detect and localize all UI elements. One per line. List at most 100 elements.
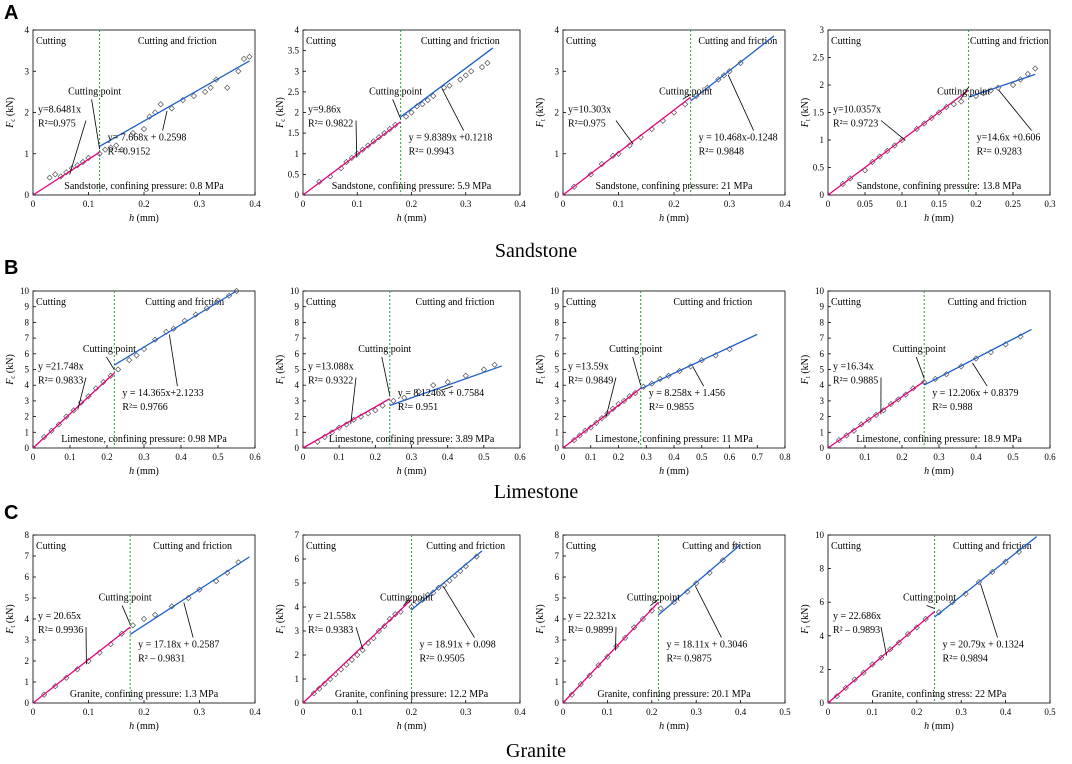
panel-letter-b: B [4,257,19,279]
equation-friction-r2: R²= 0.951 [398,402,438,413]
condition-annotation: Limestone, confining pressure: 11 MPa [595,434,753,445]
equation-cutting-fit: y =13.088x [308,362,354,373]
region-label-cutting: Cutting [566,36,596,47]
region-label-cutting-friction: Cutting and friction [415,297,494,308]
data-point [390,397,397,404]
data-point [157,101,164,108]
y-tick-label: 3.5 [288,46,300,56]
data-point [240,55,247,62]
cutting-point-arrow [926,605,935,609]
equation-friction-arrow [162,110,168,131]
data-point [316,685,323,692]
y-tick-label: 3 [555,635,560,645]
x-tick-label: 0.5 [779,707,791,717]
x-tick-label: 0.4 [779,199,791,209]
region-label-cutting: Cutting [306,36,336,47]
x-tick-label: 0 [561,707,566,717]
region-label-cutting-friction: Cutting and friction [145,297,224,308]
equation-friction-fit: y = 20.79x + 0.1324 [943,640,1024,651]
x-tick-label: 0.6 [1044,452,1056,462]
condition-annotation: Granite, confining stress: 22 MPa [872,689,1007,700]
y-tick-label: 8 [295,317,300,327]
data-point [207,84,214,91]
data-point [430,382,437,389]
data-point [115,366,122,373]
cutting-point-label: Cutting point [369,86,422,97]
y-tick-label: 10 [290,286,300,296]
y-tick-label: 4 [820,631,825,641]
equation-cutting-fit: y = 21.558x [308,611,356,622]
data-point [190,92,198,100]
data-point [1032,65,1039,72]
y-tick-label: 2 [295,650,300,660]
y-tick-label: 4 [295,25,300,35]
data-point [146,113,153,120]
equation-cutting-fit: y=10.303x [568,105,611,116]
y-axis-unit: (kN) [535,98,546,119]
x-axis-var: h [924,466,929,477]
equation-friction-r2: R²=0.9152 [108,147,151,158]
data-point [140,125,148,133]
y-tick-label: 2 [25,108,30,118]
cutting-point-label: Cutting point [893,344,946,355]
data-point [107,144,114,151]
equation-cutting-r2: R²= 0.9322 [308,376,353,387]
cutting-point-arrow [392,99,402,119]
y-tick-label: 0 [25,190,30,200]
x-tick-label: 0.2 [646,707,657,717]
condition-annotation: Limestone, confining pressure: 18.9 MPa [856,434,1022,445]
y-tick-label: 1 [295,149,300,159]
x-axis-label: h (mm) [397,721,427,732]
x-tick-label: 0.1 [334,452,345,462]
equation-cutting-fit: y=10.0357x [833,105,881,116]
y-axis-unit: (kN) [275,97,286,118]
x-axis-var: h [129,466,134,477]
data-point [587,171,594,178]
y-tick-label: 0 [555,443,560,453]
cutting-point-label: Cutting point [609,344,662,355]
cutting-point-arrow [682,93,691,100]
y-tick-label: 2 [820,664,825,674]
x-tick-label: 0.2 [970,199,981,209]
x-tick-label: 0 [826,707,831,717]
y-tick-label: 6 [25,572,30,582]
data-point [568,691,575,698]
x-tick-label: 0.3 [641,452,653,462]
x-axis-unit: (mm) [929,213,954,224]
y-axis-unit: (kN) [5,354,16,375]
chart-1: 0 0.1 0.2 0.3 0.4 0 1 2 3 4 h (mm) Fc (kN) Cutting Cu… [5,25,261,224]
equation-friction-r2: R²= 0.988 [932,402,972,413]
y-tick-label: 3 [295,66,300,76]
fit-line-friction [389,365,503,407]
y-tick-label: 3 [820,25,825,35]
y-tick-label: 1 [25,427,30,437]
data-point [632,389,639,397]
data-point [833,693,840,700]
equation-cutting-r2: R²=0.975 [38,119,76,130]
x-axis-unit: (mm) [134,721,159,732]
y-axis-label: Ft (kN) [275,604,287,634]
x-axis-var: h [129,213,134,224]
region-label-cutting-friction: Cutting and friction [953,541,1032,552]
x-axis-label: h (mm) [397,213,427,224]
y-tick-label: 4 [555,25,560,35]
x-tick-label: 0.2 [613,452,624,462]
x-tick-label: 0 [826,199,831,209]
chart-6: 0 0.1 0.2 0.3 0.4 0.5 0.6 0 1 2 3 4 5 6 7 8 9 10 h (mm) Ft … [275,286,526,477]
y-tick-label: 1 [555,677,560,687]
y-tick-label: 1 [25,149,30,159]
data-point [622,634,629,641]
fit-line-cutting [302,121,402,196]
x-tick-label: 0.1 [83,707,94,717]
equation-friction-fit: y = 14.365x+2.1233 [122,388,203,399]
data-point [408,109,415,116]
y-tick-label: 2 [555,412,560,422]
x-axis-label: h (mm) [924,466,954,477]
chart-9: 0 0.1 0.2 0.3 0.4 0 1 2 3 4 5 6 7 8 h (mm) Ft (kN) Cutti… [5,530,261,732]
y-tick-label: 8 [25,317,30,327]
equation-cutting-fit: y=9.86x [308,105,341,116]
x-tick-label: 0.2 [911,707,922,717]
x-tick-label: 0.3 [460,199,472,209]
cutting-point-label: Cutting point [380,593,433,604]
data-point [726,68,733,75]
